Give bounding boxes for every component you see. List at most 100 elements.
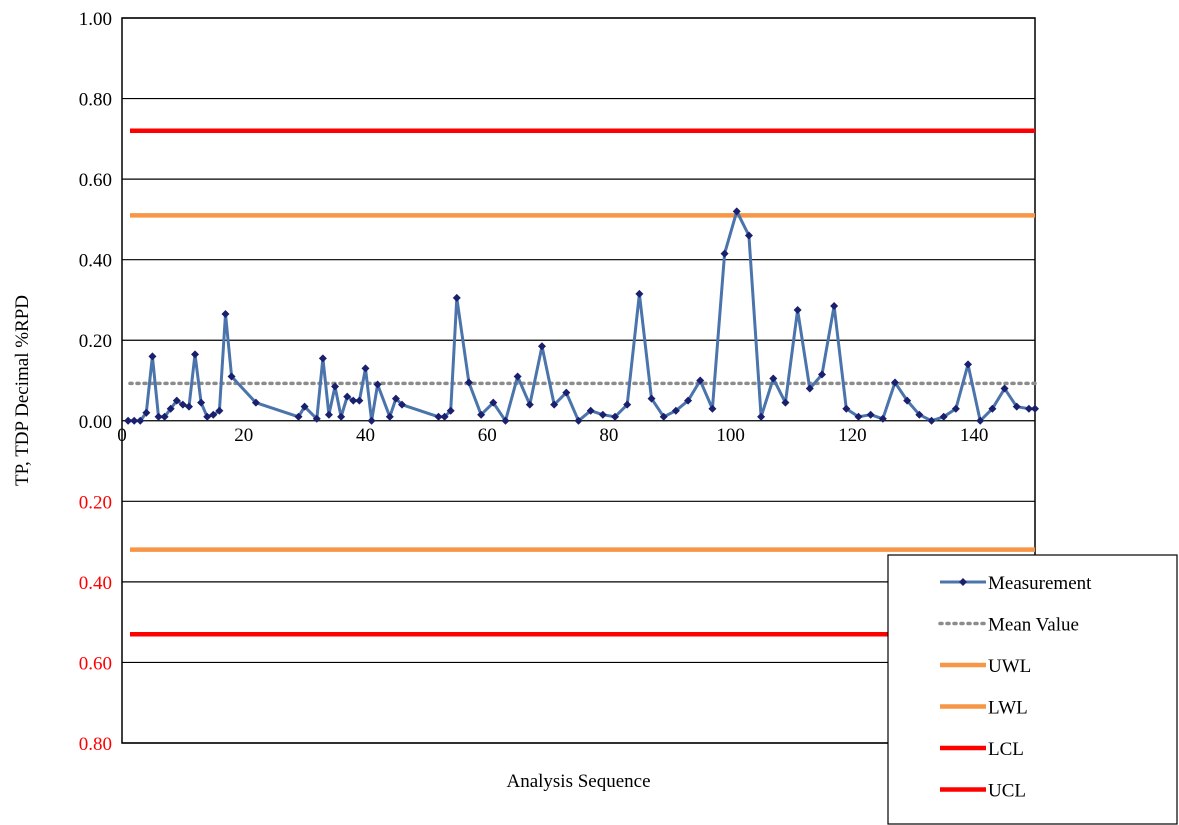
measurement-point — [513, 372, 522, 381]
measurement-point — [373, 380, 382, 389]
measurement-point — [939, 412, 948, 421]
measurement-point — [197, 398, 206, 407]
x-tick-label: 140 — [960, 425, 989, 446]
measurement-point — [671, 406, 680, 415]
measurement-point — [659, 412, 668, 421]
measurement-point — [525, 400, 534, 409]
measurement-point — [361, 364, 370, 373]
measurement-point — [355, 396, 364, 405]
measurement-point — [915, 410, 924, 419]
plot-area — [121, 17, 1036, 744]
measurement-point — [331, 382, 340, 391]
measurement-point — [178, 400, 187, 409]
measurement-point — [708, 404, 717, 413]
measurement-point — [349, 396, 358, 405]
measurement-point — [191, 350, 200, 359]
measurement-point — [1000, 384, 1009, 393]
measurement-point — [866, 410, 875, 419]
measurement-point — [300, 402, 309, 411]
measurement-point — [951, 404, 960, 413]
measurement-point — [251, 398, 260, 407]
measurement-point — [574, 416, 583, 425]
x-tick-label: 0 — [117, 425, 127, 446]
y-tick-label: 0.40 — [79, 573, 112, 594]
measurement-point — [830, 301, 839, 310]
measurement-point — [324, 410, 333, 419]
measurement-line — [128, 209, 1035, 423]
measurement-point — [148, 352, 157, 361]
measurement-point — [312, 414, 321, 423]
legend-label: Measurement — [988, 573, 1092, 594]
y-tick-label: 0.20 — [79, 492, 112, 513]
measurement-point — [732, 207, 741, 216]
legend-label: LCL — [988, 739, 1024, 760]
measurement-point — [343, 392, 352, 401]
measurement-point — [684, 396, 693, 405]
legend-label: UWL — [988, 656, 1031, 677]
measurement-point — [124, 416, 133, 425]
x-tick-label: 40 — [356, 425, 375, 446]
measurement-point — [769, 374, 778, 383]
measurement-point — [805, 384, 814, 393]
measurement-point — [227, 372, 236, 381]
measurement-point — [160, 412, 169, 421]
measurement-point — [878, 414, 887, 423]
x-axis-title: Analysis Sequence — [506, 771, 650, 792]
y-tick-label: 0.20 — [79, 331, 112, 352]
legend-box — [887, 554, 1178, 825]
measurement-point — [440, 412, 449, 421]
legend-label: Mean Value — [988, 615, 1079, 636]
legend-marker — [959, 578, 967, 586]
measurement-point — [720, 249, 729, 258]
measurement-point — [221, 310, 230, 319]
x-tick-label: 120 — [838, 425, 867, 446]
y-tick-label: 0.60 — [79, 170, 112, 191]
x-tick-label: 80 — [599, 425, 618, 446]
measurement-point — [598, 410, 607, 419]
measurement-point — [136, 416, 145, 425]
measurement-point — [623, 400, 632, 409]
measurement-point — [793, 306, 802, 315]
measurement-point — [203, 412, 212, 421]
measurement-point — [215, 406, 224, 415]
measurement-point — [391, 394, 400, 403]
measurement-point — [817, 370, 826, 379]
legend: Measurement Mean Value UWL LWL LCL UCL — [887, 554, 1178, 825]
measurement-point — [294, 412, 303, 421]
reference-lines — [128, 128, 1037, 637]
measurement-point — [757, 412, 766, 421]
measurement-point — [337, 412, 346, 421]
y-tick-label: 0.00 — [79, 412, 112, 433]
measurement-point — [464, 378, 473, 387]
measurement-point — [842, 404, 851, 413]
measurement-point — [434, 412, 443, 421]
measurement-point — [1024, 404, 1033, 413]
measurement-point — [647, 394, 656, 403]
x-tick-label: 100 — [716, 425, 745, 446]
measurement-point — [891, 378, 900, 387]
measurement-point — [781, 398, 790, 407]
y-axis-title: TP, TDP Decimal %RPD — [12, 295, 33, 486]
measurement-point — [318, 354, 327, 363]
measurement-point — [976, 416, 985, 425]
measurement-point — [184, 402, 193, 411]
measurement-point — [385, 412, 394, 421]
measurement-point — [477, 410, 486, 419]
measurement-point — [903, 396, 912, 405]
measurement-point — [988, 404, 997, 413]
measurement-point — [209, 410, 218, 419]
measurement-series — [124, 207, 1039, 425]
measurement-point — [397, 400, 406, 409]
measurement-point — [130, 416, 139, 425]
measurement-point — [1031, 404, 1039, 413]
y-tick-label: 0.60 — [79, 653, 112, 674]
y-tick-label: 0.80 — [79, 734, 112, 755]
measurement-point — [586, 406, 595, 415]
measurement-point — [172, 396, 181, 405]
axis-ticks: 1.00 0.80 0.60 0.40 0.20 0.00 0.20 0.40 0.60 0.80… — [79, 9, 989, 755]
measurement-point — [964, 360, 973, 369]
measurement-point — [550, 400, 559, 409]
y-tick-label: 0.40 — [79, 251, 112, 272]
measurement-point — [166, 404, 175, 413]
